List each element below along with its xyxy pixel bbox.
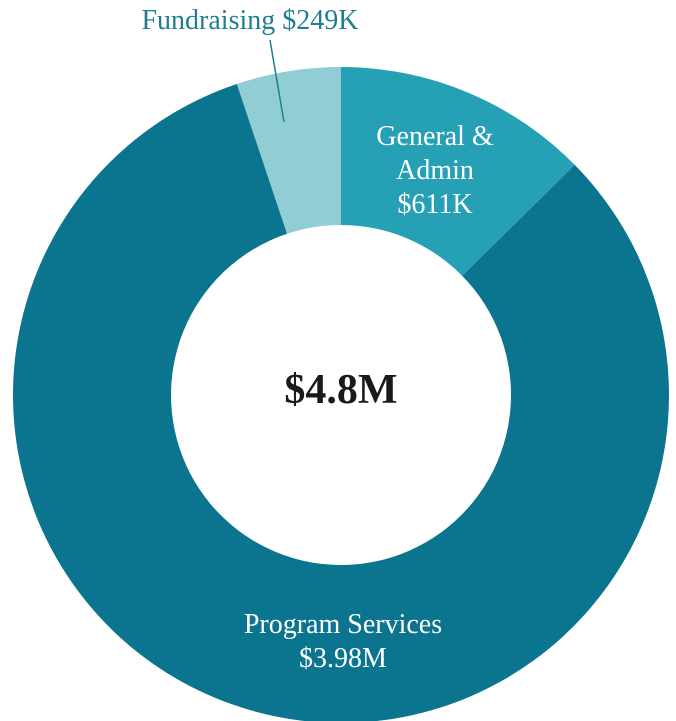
segment-label: Fundraising $249K [90,4,410,38]
donut-segment [236,67,341,234]
donut-segment [13,83,669,721]
center-label: $4.8M [284,367,398,413]
segment-name: General & Admin [376,121,494,186]
segment-label: Program Services $3.98M [193,608,493,676]
leader-line [269,39,285,123]
donut-segment [341,67,575,276]
segment-name: Fundraising [141,5,276,36]
segment-value: $3.98M [299,643,387,674]
segment-value: $249K [282,5,359,36]
segment-name: Program Services [243,609,443,640]
segment-label: General & Admin $611K [360,120,510,222]
segment-value: $611K [397,189,473,220]
